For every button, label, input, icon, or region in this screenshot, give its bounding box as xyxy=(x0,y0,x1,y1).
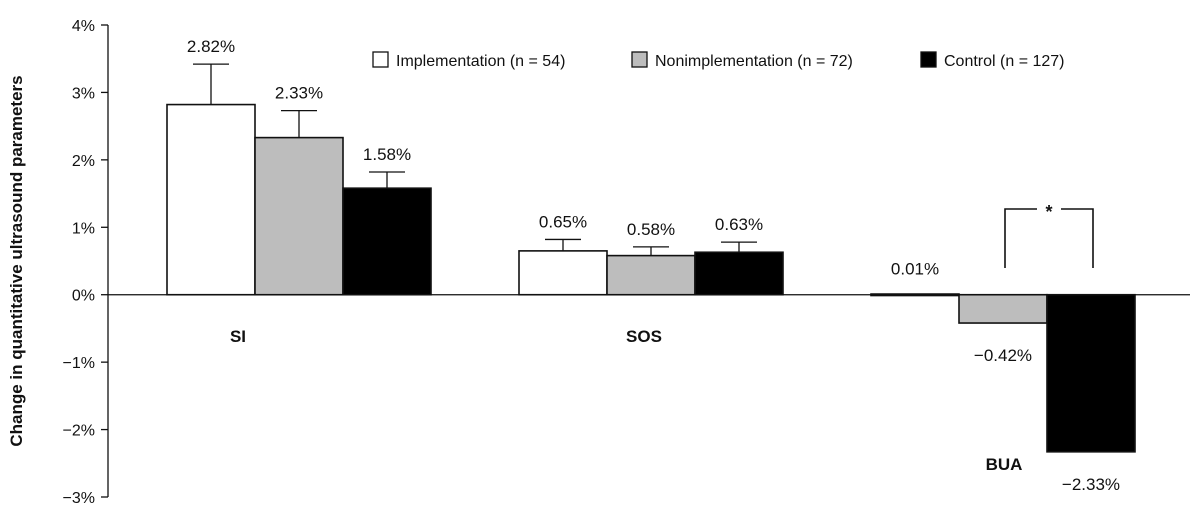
bar-si-series-3 xyxy=(342,187,432,296)
significance-bracket-right xyxy=(1061,208,1094,268)
legend-label-2: Nonimplementation (n = 72) xyxy=(655,53,853,70)
significance-star: * xyxy=(1045,202,1052,222)
legend-swatch-1 xyxy=(372,51,389,68)
data-label: 0.01% xyxy=(891,260,939,279)
legend-label-1: Implementation (n = 54) xyxy=(396,53,565,70)
data-label: 0.65% xyxy=(539,212,587,231)
y-tick-label: 3% xyxy=(72,85,95,102)
y-tick-label: −3% xyxy=(63,490,95,507)
bar-bua-series-3 xyxy=(1046,293,1136,453)
category-label-sos: SOS xyxy=(626,327,662,346)
y-tick-label: −1% xyxy=(63,355,95,372)
significance-bracket-left xyxy=(1004,208,1037,268)
y-tick-label: 2% xyxy=(72,153,95,170)
data-label: 2.33% xyxy=(275,84,323,103)
bar-sos-series-3 xyxy=(694,251,784,296)
legend-label-3: Control (n = 127) xyxy=(944,53,1065,70)
legend-swatch-3 xyxy=(920,51,937,68)
data-label: 2.82% xyxy=(187,37,235,56)
data-label: −0.42% xyxy=(974,346,1032,365)
y-tick-label: −2% xyxy=(63,423,95,440)
bar-sos-series-2 xyxy=(606,254,696,296)
bar-si-series-2 xyxy=(254,136,344,296)
category-label-bua: BUA xyxy=(986,455,1023,474)
legend-swatch-2 xyxy=(631,51,648,68)
y-tick-label: 4% xyxy=(72,18,95,35)
data-label: 0.63% xyxy=(715,215,763,234)
category-label-si: SI xyxy=(230,327,246,346)
y-axis-title: Change in quantitative ultrasound parame… xyxy=(7,75,26,446)
bar-bua-series-1 xyxy=(870,293,960,297)
data-label: 0.58% xyxy=(627,220,675,239)
y-tick-label: 0% xyxy=(72,288,95,305)
bar-sos-series-1 xyxy=(518,250,608,296)
data-label: 1.58% xyxy=(363,145,411,164)
y-tick-label: 1% xyxy=(72,220,95,237)
bar-si-series-1 xyxy=(166,103,256,296)
data-label: −2.33% xyxy=(1062,475,1120,494)
bar-bua-series-2 xyxy=(958,293,1048,324)
